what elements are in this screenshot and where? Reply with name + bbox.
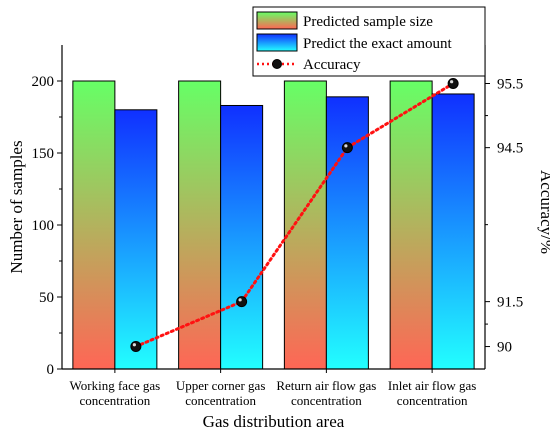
x-tick-label: concentration (397, 393, 468, 408)
x-tick-label: concentration (80, 393, 151, 408)
bar-exact-1 (114, 109, 158, 370)
legend-swatch-accuracy-marker (272, 59, 282, 69)
x-tick-label: Working face gas (70, 378, 161, 393)
y-tick-label: 50 (39, 290, 54, 306)
y2-tick-label: 91.5 (497, 295, 523, 311)
legend-swatch-predicted (256, 11, 298, 30)
y2-tick-label: 94.5 (497, 141, 523, 157)
y-axis-title: Number of samples (7, 140, 26, 273)
bar-predicted-4 (389, 80, 433, 370)
x-tick-label: concentration (291, 393, 362, 408)
accuracy-point-1 (130, 341, 142, 353)
accuracy-point-highlight-1 (132, 343, 136, 347)
accuracy-point-highlight-4 (450, 80, 454, 84)
bar-predicted-3 (283, 80, 327, 370)
x-axis-title: Gas distribution area (203, 412, 345, 431)
accuracy-point-highlight-2 (238, 298, 242, 302)
y-tick-label: 200 (32, 74, 55, 90)
accuracy-point-4 (447, 77, 459, 89)
legend-label-predicted: Predicted sample size (303, 14, 433, 30)
y2-tick-label: 95.5 (497, 76, 523, 92)
bar-exact-4 (431, 93, 475, 370)
legend-swatch-exact (256, 33, 298, 52)
y-tick-label: 100 (32, 218, 55, 234)
x-tick-label: Return air flow gas (276, 378, 376, 393)
bar-predicted-2 (178, 80, 222, 370)
bar-predicted-1 (72, 80, 116, 370)
accuracy-point-2 (236, 296, 248, 308)
x-tick-label: Inlet air flow gas (388, 378, 476, 393)
accuracy-line (134, 81, 455, 349)
accuracy-point-highlight-3 (344, 144, 348, 148)
legend-label-exact: Predict the exact amount (303, 36, 453, 52)
x-tick-label: Upper corner gas (176, 378, 266, 393)
y-tick-label: 0 (47, 362, 55, 378)
legend-label-accuracy: Accuracy (303, 57, 361, 73)
accuracy-point-3 (341, 142, 353, 154)
y2-axis-title: Accuracy/% (537, 170, 550, 254)
bar-exact-2 (220, 104, 264, 370)
y2-tick-label: 90 (497, 340, 512, 356)
y-tick-label: 150 (32, 146, 55, 162)
x-tick-label: concentration (185, 393, 256, 408)
